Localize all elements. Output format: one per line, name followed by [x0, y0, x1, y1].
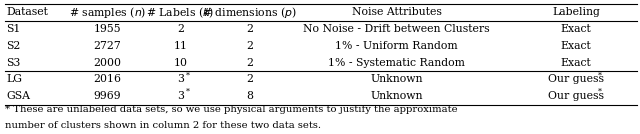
- Text: Exact: Exact: [561, 41, 591, 51]
- Text: 2727: 2727: [93, 41, 122, 51]
- Text: 2: 2: [246, 24, 253, 34]
- Text: 2016: 2016: [93, 74, 122, 84]
- Text: 2: 2: [246, 58, 253, 68]
- Text: Our guess: Our guess: [548, 74, 604, 84]
- Text: S1: S1: [6, 24, 20, 34]
- Text: *: *: [598, 71, 602, 79]
- Text: Our guess: Our guess: [548, 91, 604, 101]
- Text: 1% - Systematic Random: 1% - Systematic Random: [328, 58, 465, 68]
- Text: Labeling: Labeling: [552, 7, 600, 17]
- Text: 8: 8: [246, 91, 253, 101]
- Text: 3: 3: [177, 91, 184, 101]
- Text: * These are unlabeled data sets, so we use physical arguments to justify the app: * These are unlabeled data sets, so we u…: [5, 105, 458, 114]
- Text: 1955: 1955: [93, 24, 122, 34]
- Text: S2: S2: [6, 41, 20, 51]
- Text: number of clusters shown in column 2 for these two data sets.: number of clusters shown in column 2 for…: [5, 121, 321, 131]
- Text: Unknown: Unknown: [371, 74, 423, 84]
- Text: 1% - Uniform Random: 1% - Uniform Random: [335, 41, 458, 51]
- Text: 2: 2: [246, 41, 253, 51]
- Text: Noise Attributes: Noise Attributes: [352, 7, 442, 17]
- Text: 3: 3: [177, 74, 184, 84]
- Text: GSA: GSA: [6, 91, 31, 101]
- Text: *: *: [186, 88, 189, 96]
- Text: Dataset: Dataset: [6, 7, 48, 17]
- Text: 2: 2: [246, 74, 253, 84]
- Text: No Noise - Drift between Clusters: No Noise - Drift between Clusters: [303, 24, 490, 34]
- Text: 2: 2: [177, 24, 184, 34]
- Text: Unknown: Unknown: [371, 91, 423, 101]
- Text: Exact: Exact: [561, 58, 591, 68]
- Text: # samples ($\mathit{n}$): # samples ($\mathit{n}$): [69, 5, 146, 20]
- Text: # Labels ($\mathit{k}$): # Labels ($\mathit{k}$): [147, 5, 214, 20]
- Text: # dimensions ($\mathit{p}$): # dimensions ($\mathit{p}$): [202, 5, 297, 20]
- Text: LG: LG: [6, 74, 22, 84]
- Text: 2000: 2000: [93, 58, 122, 68]
- Text: 10: 10: [173, 58, 188, 68]
- Text: S3: S3: [6, 58, 20, 68]
- Text: Exact: Exact: [561, 24, 591, 34]
- Text: 9969: 9969: [93, 91, 122, 101]
- Text: 11: 11: [173, 41, 188, 51]
- Text: *: *: [186, 71, 189, 79]
- Text: *: *: [598, 88, 602, 96]
